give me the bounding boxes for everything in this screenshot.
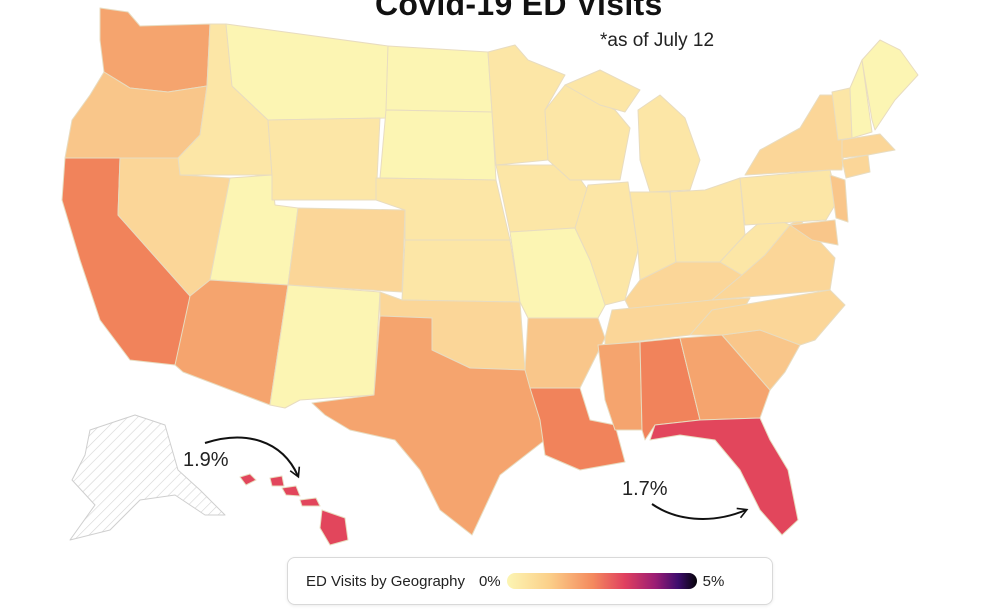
state-arkansas [524,317,606,389]
state-new-jersey [829,174,849,223]
legend: ED Visits by Geography 0% 5% [287,557,773,605]
state-wyoming [267,117,381,201]
state-colorado [287,207,406,293]
state-north-dakota [385,45,493,113]
state-florida [649,417,799,536]
state-mississippi [597,341,643,431]
state-illinois [574,181,639,306]
state-north-carolina [689,289,846,346]
state-texas [311,315,546,536]
state-new-hampshire [849,59,873,139]
hawaii-callout-arrow [204,436,301,479]
state-connecticut [841,154,871,179]
state-kansas [401,239,521,303]
state-louisiana [529,387,626,471]
legend-label: ED Visits by Geography [306,572,465,590]
state-michigan-upper [564,69,641,113]
map-subtitle: *as of July 12 [600,30,715,51]
legend-color-scale [506,573,697,589]
state-alaska [69,414,226,541]
state-maryland [789,219,839,246]
state-pennsylvania [739,169,839,226]
state-massachusetts [841,133,896,159]
florida-callout-label: 1.7% [622,478,668,500]
florida-callout-arrow [651,503,749,520]
state-new-mexico [269,284,381,409]
state-hawaii [239,473,349,546]
state-south-dakota [379,109,497,181]
legend-min-label: 0% [478,572,501,590]
hawaii-callout-label: 1.9% [183,449,229,471]
state-arizona [174,279,289,406]
legend-max-label: 5% [702,572,725,590]
state-new-york [744,94,846,176]
map-title: Covid-19 ED Visits [375,0,663,22]
state-maine [861,39,919,131]
state-michigan [637,94,701,193]
